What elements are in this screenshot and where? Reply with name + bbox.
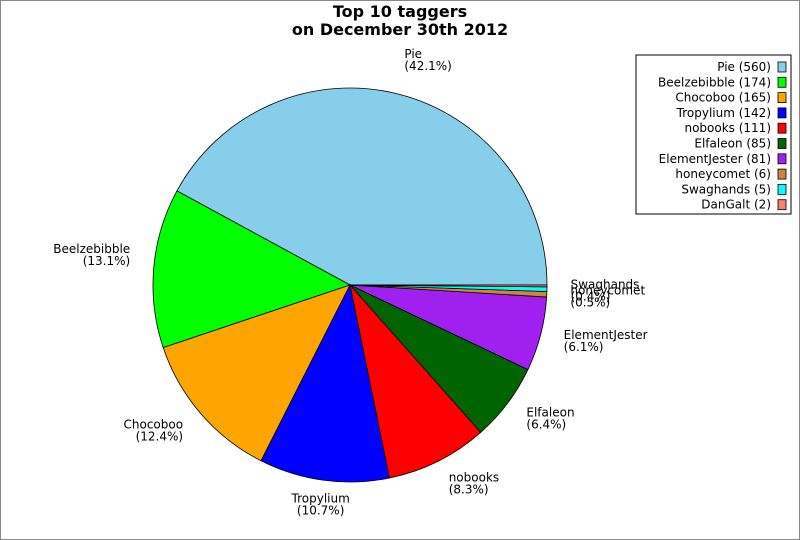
legend-box — [635, 54, 792, 215]
legend-swatch — [777, 61, 787, 73]
legend-label: Elfaleon (85) — [694, 137, 771, 151]
slice-label: Tropylium — [291, 492, 350, 506]
legend-label: Swaghands (5) — [681, 182, 771, 196]
slice-label: Beelzebibble — [53, 242, 130, 256]
legend-label: Chocoboo (165) — [675, 91, 771, 105]
slice-percent: (0.5%) — [570, 295, 610, 309]
pie-slice — [260, 283, 390, 483]
slice-percent: (12.4%) — [136, 429, 183, 443]
legend-swatch — [777, 76, 787, 88]
legend-label: Pie (560) — [717, 60, 771, 74]
legend-label: DanGalt (2) — [701, 198, 771, 212]
pie-slice — [152, 190, 351, 349]
pie-slice — [349, 284, 548, 288]
slice-label: ElementJester — [564, 328, 648, 342]
legend-swatch — [777, 107, 787, 119]
legend-swatch — [777, 122, 787, 134]
pie-slice — [162, 284, 351, 462]
slice-label: Swaghands — [571, 278, 640, 292]
legend-swatch — [777, 168, 787, 180]
legend-swatch — [777, 153, 787, 165]
legend-swatch — [777, 183, 787, 195]
pie-slice — [176, 87, 548, 286]
legend-label: honeycomet (6) — [675, 167, 771, 181]
slice-percent: (42.1%) — [404, 59, 451, 73]
slice-percent: (6.4%) — [526, 418, 566, 432]
legend-swatch — [777, 199, 787, 211]
slice-percent: (13.1%) — [83, 254, 130, 268]
legend-label: Beelzebibble (174) — [658, 75, 771, 89]
slice-percent: (6.1%) — [564, 340, 604, 354]
chart-title: Top 10 taggers — [333, 2, 467, 21]
slice-percent: (8.3%) — [449, 482, 489, 496]
slice-label: Elfaleon — [526, 406, 574, 420]
pie-slice — [349, 283, 482, 479]
slice-label: Chocoboo — [124, 417, 184, 431]
slice-label: Pie — [404, 47, 422, 61]
slice-label: nobooks — [449, 470, 499, 484]
chart-subtitle: on December 30th 2012 — [292, 20, 508, 39]
slice-label: honeycomet — [570, 283, 645, 297]
legend-label: Tropylium (142) — [676, 106, 771, 120]
legend-swatch — [777, 92, 787, 103]
legend-swatch — [777, 138, 787, 149]
legend-label: ElementJester (81) — [659, 152, 771, 166]
slice-percent: (0.4%) — [571, 290, 611, 304]
legend-label: nobooks (111) — [684, 121, 771, 135]
slice-percent: (10.7%) — [297, 504, 344, 518]
